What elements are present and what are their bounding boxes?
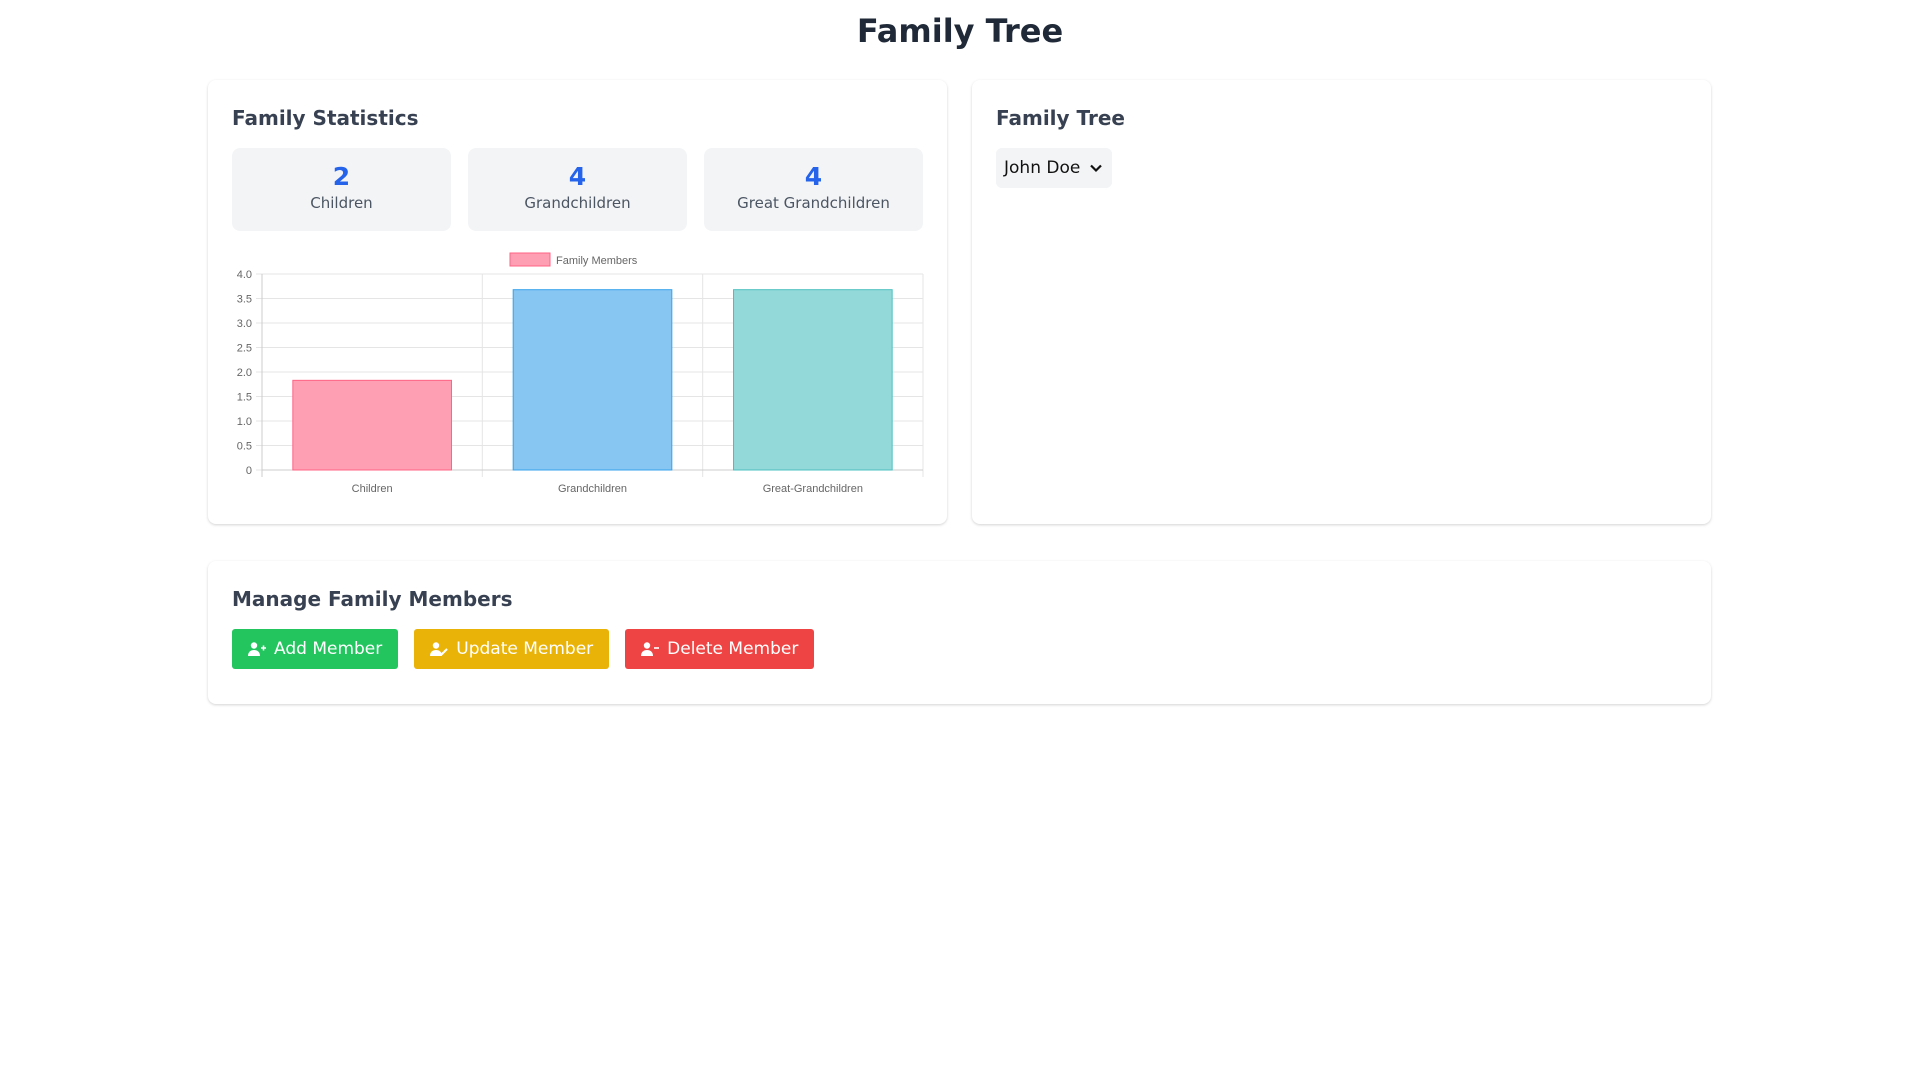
stat-value: 4 xyxy=(804,162,823,191)
page-title: Family Tree xyxy=(856,12,1064,50)
x-tick-label: Great-Grandchildren xyxy=(763,483,863,495)
button-label: Add Member xyxy=(274,639,383,659)
chevron-down-icon xyxy=(1090,164,1103,173)
stat-great-grandchildren: 4 Great Grandchildren xyxy=(704,148,923,231)
y-tick-label: 1.5 xyxy=(237,392,252,404)
x-tick-label: Grandchildren xyxy=(558,483,627,495)
selected-member: John Doe xyxy=(1004,158,1081,178)
member-select[interactable]: John Doe xyxy=(996,148,1113,188)
family-statistics-card: Family Statistics 2 Children 4 Grandchildr… xyxy=(208,80,947,524)
family-members-bar-chart: 0 0.5 1.0 1.5 2.0 2.5 3.0 3.5 4.0 Children Grandch… xyxy=(237,252,924,495)
stat-label: Children xyxy=(310,194,373,212)
y-tick-label: 4.0 xyxy=(237,269,252,281)
delete-member-button[interactable]: Delete Member xyxy=(625,629,815,669)
add-member-button[interactable]: Add Member xyxy=(232,629,399,669)
bar-children xyxy=(292,379,452,471)
y-tick-label: 2.0 xyxy=(237,367,252,379)
y-tick-label: 0.5 xyxy=(237,441,252,453)
bar-grandchildren xyxy=(512,289,673,471)
stat-children: 2 Children xyxy=(232,148,451,231)
stats-heading: Family Statistics xyxy=(232,106,419,130)
bar-great-grandchildren xyxy=(733,289,893,471)
y-tick-label: 1.0 xyxy=(237,416,252,428)
user-edit-icon xyxy=(430,642,448,656)
stat-value: 4 xyxy=(568,162,587,191)
user-minus-icon xyxy=(641,642,660,656)
stat-label: Grandchildren xyxy=(524,194,631,212)
tree-heading: Family Tree xyxy=(996,106,1125,130)
button-label: Delete Member xyxy=(667,639,799,659)
legend-swatch xyxy=(509,252,551,267)
y-tick-label: 2.5 xyxy=(237,343,252,355)
manage-heading: Manage Family Members xyxy=(232,587,513,611)
x-tick-label: Children xyxy=(352,483,393,495)
legend-label: Family Members xyxy=(556,255,638,267)
y-tick-label: 3.5 xyxy=(237,294,252,306)
stat-grandchildren: 4 Grandchildren xyxy=(468,148,687,231)
user-plus-icon xyxy=(248,642,266,656)
manage-members-card: Manage Family Members Add Member Update … xyxy=(208,561,1711,704)
stat-label: Great Grandchildren xyxy=(737,194,890,212)
update-member-button[interactable]: Update Member xyxy=(414,629,610,669)
button-label: Update Member xyxy=(456,639,594,659)
y-tick-label: 0 xyxy=(246,465,252,477)
stat-value: 2 xyxy=(332,162,351,191)
family-tree-card: Family Tree John Doe xyxy=(972,80,1711,524)
y-tick-label: 3.0 xyxy=(237,318,252,330)
